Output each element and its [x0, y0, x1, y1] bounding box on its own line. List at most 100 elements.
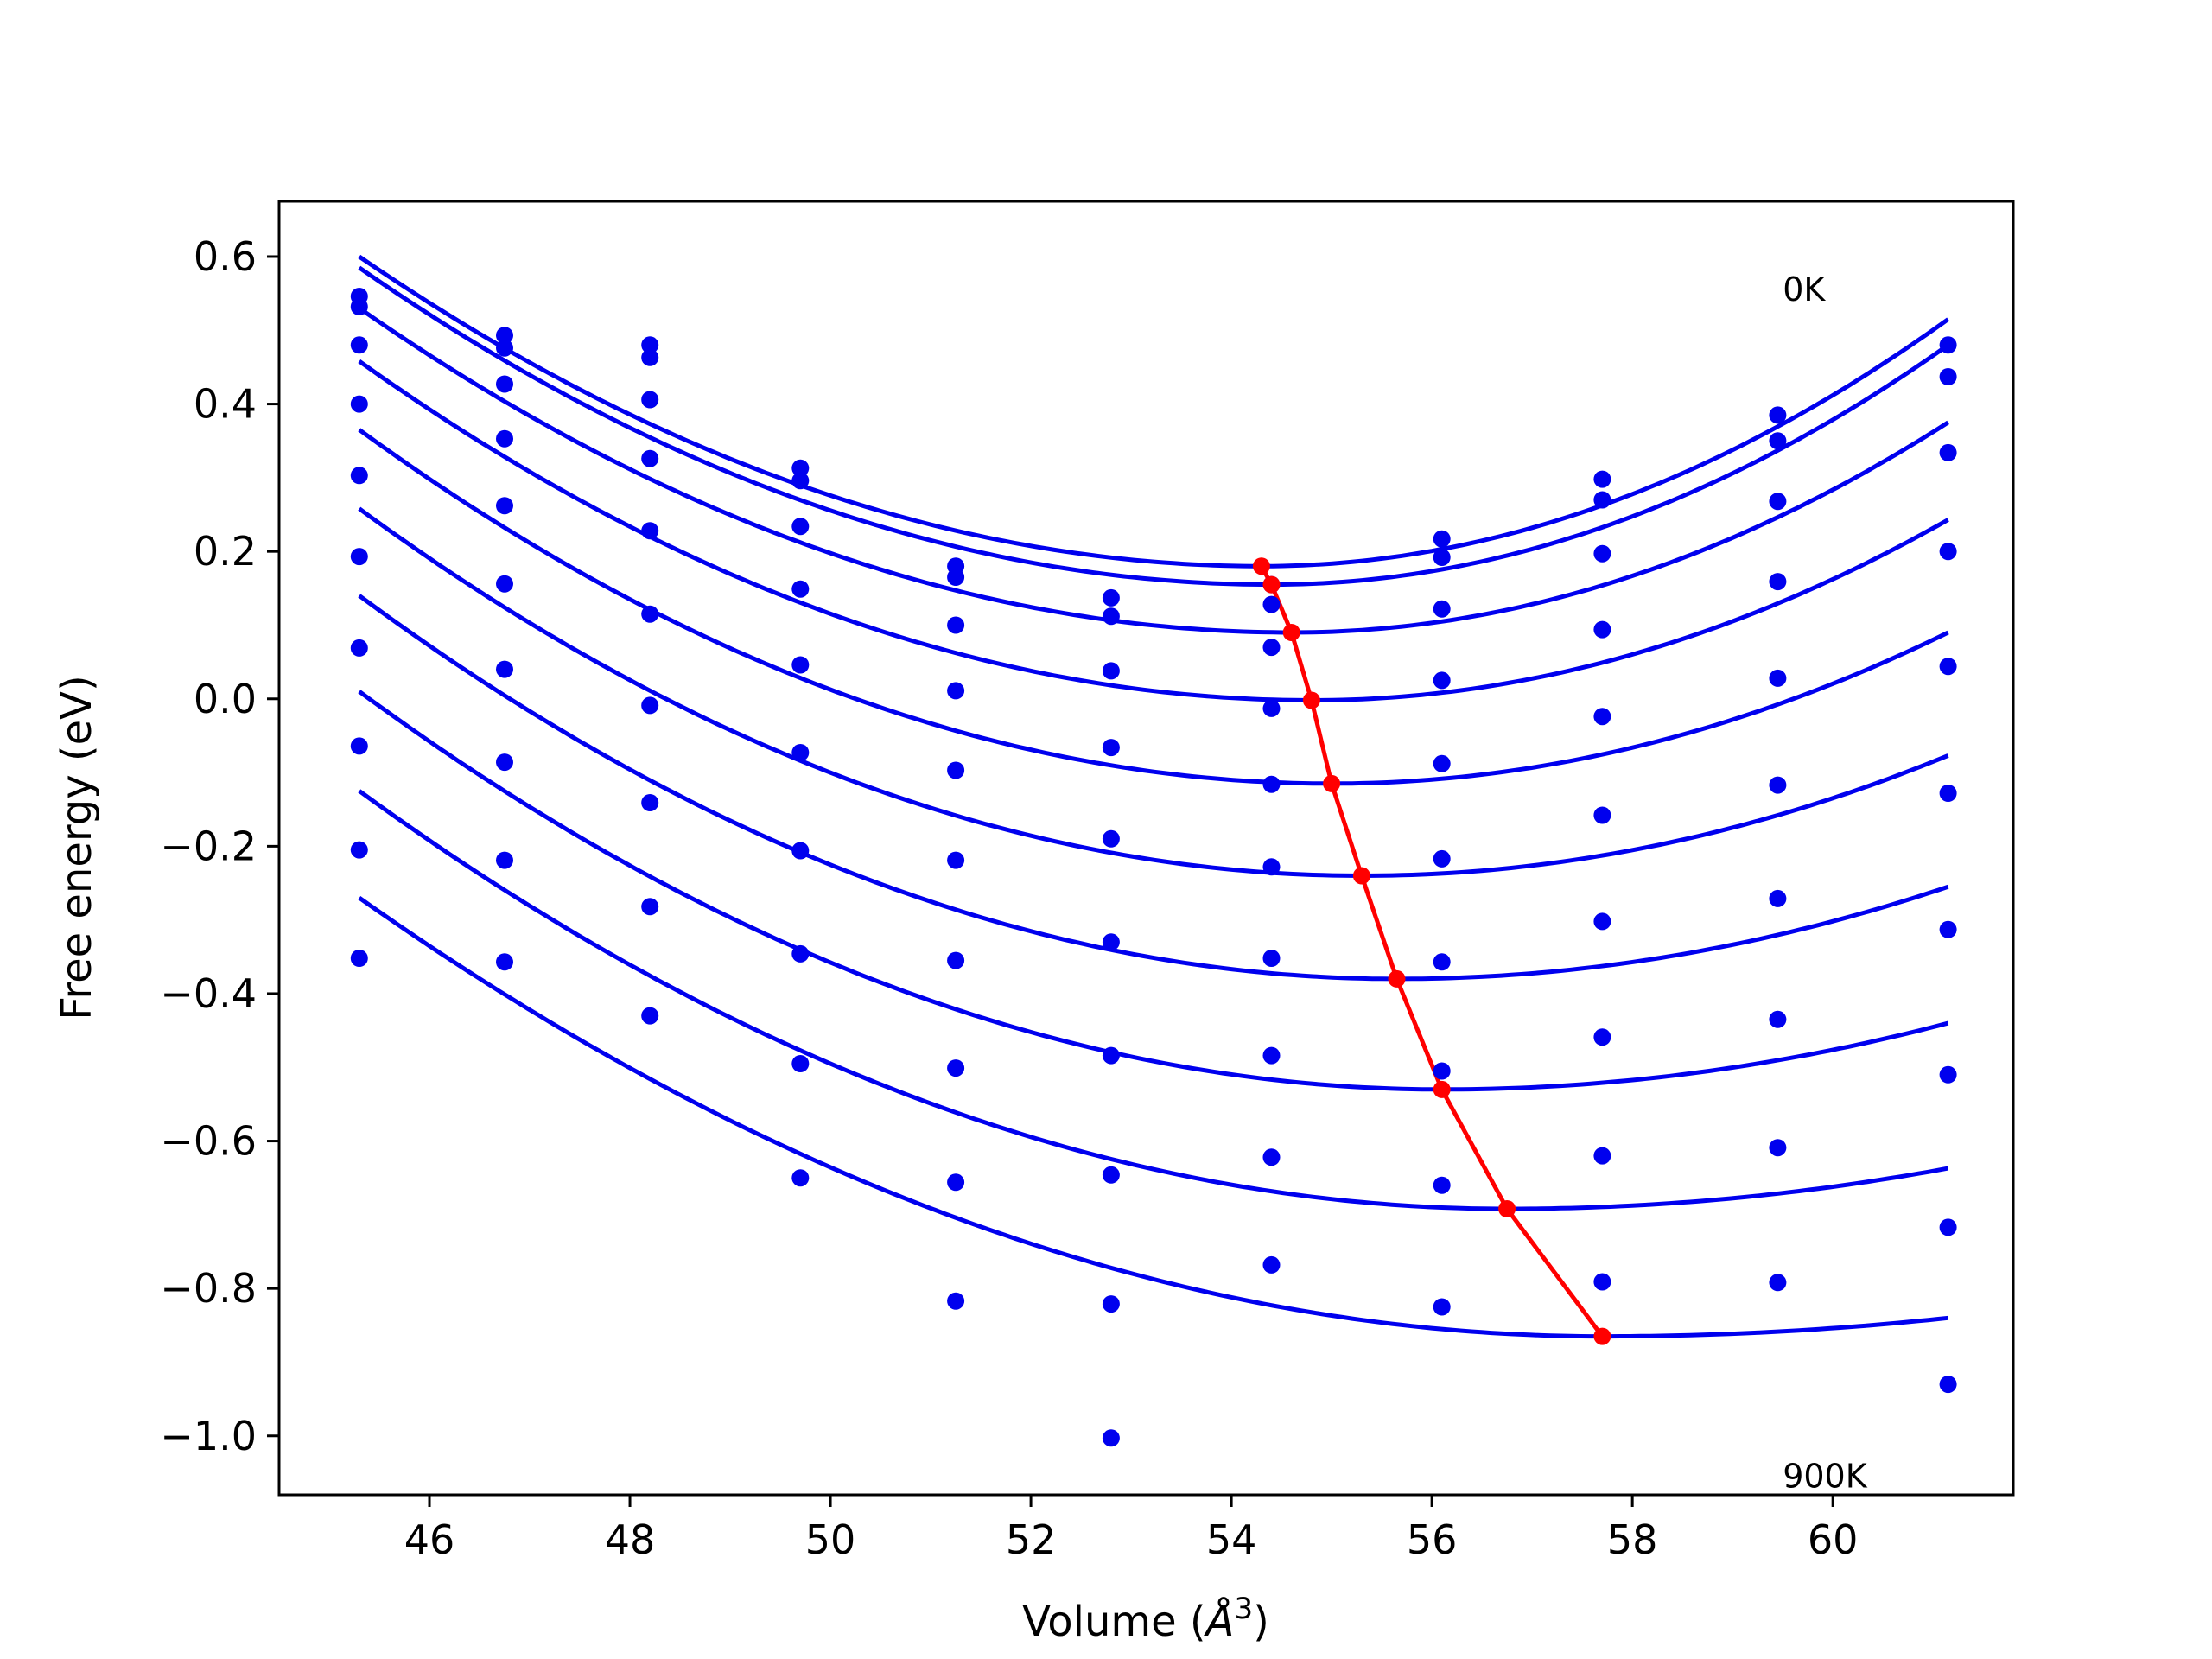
- data-point: [1262, 595, 1281, 613]
- data-point: [350, 639, 368, 657]
- x-tick-label: 56: [1407, 1516, 1458, 1563]
- data-point: [1769, 493, 1787, 511]
- data-point: [496, 327, 513, 345]
- data-point: [350, 467, 368, 485]
- minimum-point: [1498, 1200, 1516, 1217]
- plot-frame: [277, 200, 2015, 1497]
- data-point: [1102, 1046, 1120, 1065]
- x-tick-label: 46: [404, 1516, 455, 1563]
- data-point: [1593, 491, 1611, 509]
- data-point: [791, 472, 810, 490]
- data-point: [1433, 549, 1451, 566]
- data-point: [1939, 920, 1957, 938]
- y-tick-label: −0.2: [160, 823, 257, 869]
- fit-curve-4: [358, 359, 1949, 703]
- data-point: [1769, 889, 1787, 907]
- data-point: [496, 497, 513, 515]
- data-point: [641, 898, 659, 916]
- data-point: [496, 851, 513, 869]
- data-point: [791, 1169, 810, 1187]
- data-point: [1433, 754, 1451, 772]
- data-point: [947, 951, 965, 969]
- data-point: [791, 459, 810, 477]
- y-tick-label: −0.8: [160, 1265, 257, 1312]
- data-point: [1939, 1376, 1957, 1394]
- data-point: [496, 575, 513, 593]
- data-point: [641, 522, 659, 540]
- data-point: [1939, 443, 1957, 461]
- data-point: [1769, 776, 1787, 794]
- x-axis-ticks: 46 48 50 52 54 56 58 60: [404, 1495, 1859, 1563]
- data-point: [1262, 639, 1281, 657]
- data-point: [641, 449, 659, 467]
- data-point: [350, 336, 368, 354]
- minimum-point: [1252, 557, 1270, 575]
- data-point: [1593, 620, 1611, 639]
- data-point: [350, 737, 368, 755]
- minimum-points: [1252, 557, 1611, 1345]
- data-point: [791, 518, 810, 536]
- data-point: [350, 395, 368, 413]
- data-point: [496, 660, 513, 678]
- data-point: [1262, 1255, 1281, 1274]
- data-point: [1102, 1295, 1120, 1313]
- x-axis-label: Volume (Å3): [1022, 1592, 1269, 1646]
- data-point: [641, 348, 659, 366]
- y-tick-label: −0.4: [160, 970, 257, 1017]
- data-point: [350, 298, 368, 315]
- data-point: [1433, 1176, 1451, 1194]
- data-point: [1262, 1046, 1281, 1065]
- data-point: [350, 841, 368, 859]
- data-points: [350, 288, 1957, 1447]
- data-point: [947, 569, 965, 586]
- data-point: [1433, 671, 1451, 690]
- minimum-point: [1282, 624, 1300, 641]
- fit-curve-1: [358, 254, 1950, 569]
- data-point: [1769, 669, 1787, 687]
- y-tick-label: −0.6: [160, 1118, 257, 1165]
- temperature-annotation: 0K: [1783, 270, 1826, 308]
- data-point: [947, 851, 965, 869]
- fit-curve-9: [358, 789, 1949, 1211]
- data-point: [1593, 1147, 1611, 1165]
- data-point: [496, 953, 513, 971]
- data-point: [1593, 912, 1611, 931]
- data-point: [791, 944, 810, 963]
- data-point: [1593, 1028, 1611, 1046]
- fit-curve-2: [358, 265, 1950, 588]
- fit-curve-8: [358, 690, 1949, 1092]
- data-point: [1262, 950, 1281, 967]
- data-point: [1939, 368, 1957, 385]
- minimum-point: [1302, 691, 1320, 709]
- y-tick-label: 0.2: [194, 528, 257, 575]
- data-point: [1102, 607, 1120, 626]
- data-point: [350, 950, 368, 967]
- y-axis-ticks: 0.6 0.4 0.2 0.0 −0.2 −0.4 −0.6 −0.8 −1.0: [160, 233, 279, 1459]
- minimum-point: [1388, 969, 1406, 988]
- data-point: [1769, 1274, 1787, 1292]
- data-point: [1593, 544, 1611, 563]
- data-point: [947, 1173, 965, 1192]
- fit-curves: [358, 254, 1950, 1339]
- x-tick-label: 60: [1808, 1516, 1859, 1563]
- data-point: [1939, 543, 1957, 561]
- data-point: [1102, 739, 1120, 757]
- data-point: [641, 391, 659, 409]
- data-point: [1102, 1429, 1120, 1447]
- minimum-energy-line: [1259, 565, 1605, 1338]
- data-point: [1433, 953, 1451, 971]
- data-point: [947, 616, 965, 634]
- annotations: 0K 900K: [1783, 270, 1868, 1495]
- data-point: [1433, 600, 1451, 618]
- data-point: [1102, 588, 1120, 607]
- minimum-point: [1433, 1080, 1451, 1098]
- data-point: [1593, 708, 1611, 726]
- data-point: [1262, 858, 1281, 876]
- data-point: [1769, 1010, 1787, 1028]
- minimum-line: [1259, 565, 1605, 1338]
- data-point: [1102, 933, 1120, 951]
- data-point: [791, 656, 810, 674]
- fit-curve-10: [358, 896, 1948, 1339]
- data-point: [947, 682, 965, 700]
